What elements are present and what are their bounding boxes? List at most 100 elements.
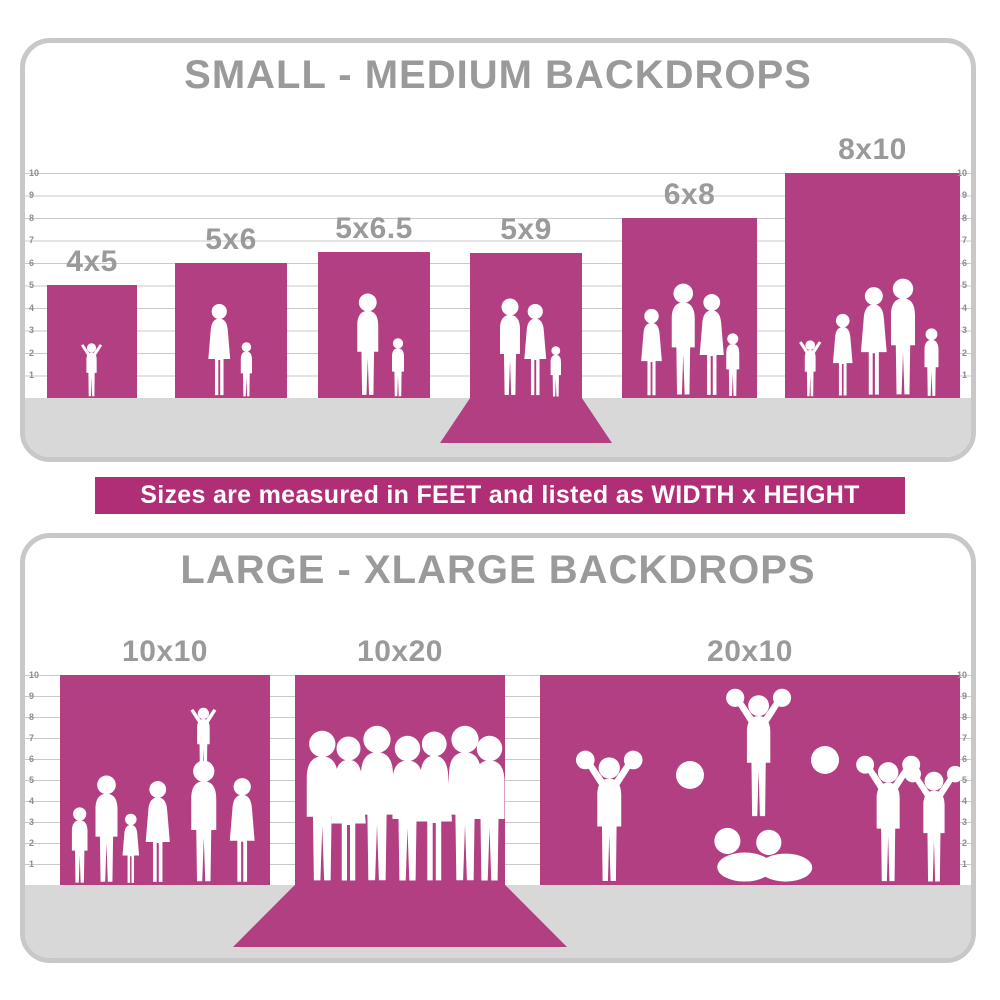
- ruler-number: 2: [29, 838, 35, 848]
- measurement-note-text: Sizes are measured in FEET and listed as…: [140, 481, 860, 509]
- family-silhouette: [641, 283, 740, 397]
- cheerleader-silhouette: [904, 766, 960, 882]
- ruler-number: 4: [29, 796, 35, 806]
- backdrop-5x6-5: 5x6.5: [318, 212, 430, 398]
- backdrop-6x8: 6x8: [622, 178, 757, 398]
- ruler-number: 4: [961, 302, 967, 313]
- pom-pom-icon: [811, 746, 839, 774]
- backdrop-5x6: 5x6: [175, 223, 287, 398]
- person-silhouette: [145, 781, 170, 882]
- ruler-number: 5: [961, 775, 967, 785]
- ruler-number: 9: [961, 190, 967, 201]
- ruler-number: 2: [961, 347, 967, 358]
- person-silhouette: [416, 731, 453, 881]
- ruler-number: 10: [29, 168, 40, 178]
- ruler-number: 6: [961, 257, 967, 268]
- feet-ruler-left: 10 9 8 7 6 5 4 3 2 1: [29, 670, 39, 869]
- person-silhouette: [95, 775, 118, 882]
- backdrop-8x10: 8x10: [785, 133, 960, 398]
- person-silhouette: [122, 813, 140, 883]
- small-medium-panel: SMALL - MEDIUM BACKDROPS 10 9 8 7 6 5 4 3 2 1 10 9…: [20, 38, 976, 462]
- size-label: 10x20: [357, 635, 443, 668]
- ruler-number: 2: [961, 838, 967, 848]
- small-medium-title: SMALL - MEDIUM BACKDROPS: [184, 53, 812, 97]
- backdrop-4x5: 4x5: [47, 245, 137, 398]
- pyramid-flyer-silhouette: [726, 689, 791, 816]
- ruler-number: 1: [29, 859, 35, 869]
- ruler-number: 8: [961, 712, 967, 722]
- ruler-number: 6: [961, 754, 967, 764]
- size-label: 5x6.5: [335, 212, 413, 245]
- ruler-number: 5: [29, 775, 35, 785]
- ruler-number: 7: [29, 235, 35, 246]
- toddler-silhouette: [80, 343, 103, 397]
- backdrop-20x10: 20x10: [540, 635, 960, 885]
- ruler-number: 7: [29, 733, 35, 743]
- backdrop-panel: [470, 253, 582, 398]
- ruler-number: 9: [29, 691, 35, 701]
- cheerleader-silhouette: [576, 751, 643, 881]
- pom-pom-icon: [676, 761, 704, 789]
- person-silhouette: [229, 778, 255, 882]
- person-silhouette: [924, 328, 939, 396]
- ruler-number: 7: [961, 235, 967, 246]
- size-label: 4x5: [66, 245, 118, 278]
- person-silhouette: [361, 725, 393, 881]
- person-silhouette: [331, 736, 366, 881]
- backdrop-panel: [175, 263, 287, 398]
- person-silhouette: [208, 303, 231, 396]
- size-label: 5x9: [500, 213, 552, 246]
- person-silhouette: [500, 298, 520, 395]
- ruler-number: 9: [961, 691, 967, 701]
- ruler-number: 10: [956, 670, 967, 680]
- backdrop-10x10: 10x10: [60, 635, 270, 885]
- ruler-number: 4: [29, 302, 35, 313]
- large-xlarge-title: LARGE - XLARGE BACKDROPS: [180, 548, 816, 592]
- backdrop-10x20: 10x20: [233, 635, 567, 947]
- ruler-number: 3: [29, 817, 35, 827]
- ruler-number: 6: [29, 754, 35, 764]
- ruler-number: 1: [961, 369, 967, 380]
- ruler-number: 1: [29, 369, 35, 380]
- person-silhouette: [71, 807, 88, 883]
- ruler-number: 7: [961, 733, 967, 743]
- family-silhouette: [500, 298, 561, 397]
- ruler-number: 9: [29, 190, 35, 201]
- kneeling-base-silhouette: [756, 829, 813, 882]
- person-silhouette: [832, 313, 853, 396]
- size-label: 6x8: [663, 178, 716, 211]
- person-silhouette: [671, 283, 695, 395]
- family-group-silhouette: [71, 707, 255, 883]
- person-silhouette: [191, 760, 217, 882]
- backdrop-panel: [60, 675, 270, 885]
- ruler-number: 8: [29, 712, 35, 722]
- size-label: 10x10: [122, 635, 208, 668]
- person-silhouette: [799, 340, 822, 397]
- person-silhouette: [891, 278, 915, 395]
- feet-ruler-right: 10 9 8 7 6 5 4 3 2 1: [957, 168, 967, 380]
- person-silhouette: [641, 308, 662, 396]
- person-silhouette: [357, 293, 379, 395]
- person-silhouette: [524, 303, 547, 396]
- ruler-number: 8: [29, 212, 35, 223]
- feet-ruler-left: 10 9 8 7 6 5 4 3 2 1: [29, 168, 39, 380]
- person-silhouette: [80, 343, 103, 397]
- ruler-number: 1: [961, 859, 967, 869]
- ruler-number: 5: [29, 280, 35, 291]
- ruler-number: 3: [961, 817, 967, 827]
- family-silhouette: [799, 278, 939, 397]
- ruler-number: 8: [961, 212, 967, 223]
- ruler-number: 2: [29, 347, 35, 358]
- person-silhouette: [474, 735, 505, 881]
- person-silhouette: [392, 338, 404, 397]
- floor-sweep: [233, 885, 567, 947]
- adult-group-silhouette: [306, 725, 505, 881]
- measurement-note-banner: Sizes are measured in FEET and listed as…: [95, 477, 905, 514]
- ruler-number: 10: [29, 670, 40, 680]
- cheer-squad-silhouette: [540, 675, 960, 882]
- ruler-number: 3: [961, 325, 967, 336]
- person-silhouette: [860, 287, 887, 395]
- ruler-number: 4: [961, 796, 967, 806]
- large-xlarge-panel: LARGE - XLARGE BACKDROPS 10 9 8 7 6 5 4 3 2 1 10 9…: [20, 533, 976, 963]
